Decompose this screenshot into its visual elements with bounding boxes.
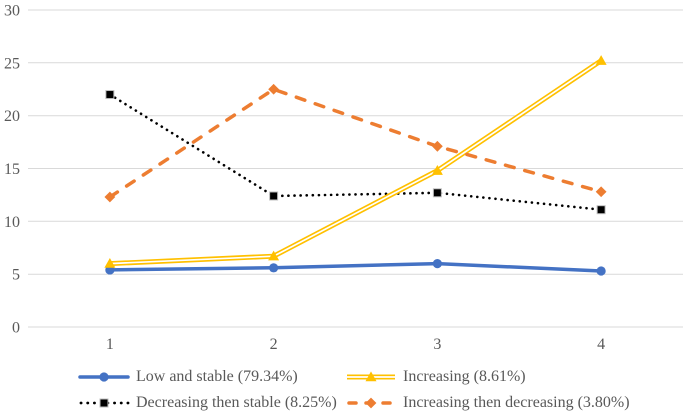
- y-tick-label: 10: [4, 214, 20, 231]
- gridlines: [28, 9, 683, 328]
- y-tick-label: 5: [12, 267, 20, 284]
- chart-legend: Low and stable (79.34%) Increasing (8.61…: [0, 368, 685, 412]
- x-tick-label: 4: [597, 336, 605, 353]
- series-low-and-stable-79-34: [105, 259, 606, 276]
- legend-label-increasing: Increasing (8.61%): [403, 368, 526, 385]
- legend-label-low-and-stable: Low and stable (79.34%): [136, 368, 298, 385]
- legend-key-increasing-icon: [347, 371, 395, 382]
- series-increasing-8-61: [104, 55, 607, 268]
- x-axis-labels: 1 2 3 4: [106, 336, 605, 353]
- legend-label-decreasing-then-stable: Decreasing then stable (8.25%): [136, 394, 337, 411]
- legend-label-increasing-then-decreasing: Increasing then decreasing (3.80%): [403, 394, 630, 411]
- y-tick-label: 25: [4, 55, 20, 72]
- y-tick-label: 15: [4, 161, 20, 178]
- legend-key-decreasing-then-stable-icon: [79, 398, 130, 408]
- y-axis-labels: 0 5 10 15 20 25 30: [4, 3, 20, 337]
- y-tick-label: 20: [4, 108, 20, 125]
- legend-item-increasing-then-decreasing: Increasing then decreasing (3.80%): [345, 394, 630, 412]
- legend-item-increasing: Increasing (8.61%): [345, 368, 630, 386]
- x-tick-label: 3: [433, 336, 441, 353]
- series-increasing-then-decreasing-3-80: [104, 83, 607, 203]
- legend-key-low-and-stable-icon: [78, 372, 130, 382]
- legend-key-increasing-then-decreasing-icon: [347, 397, 395, 409]
- legend-item-decreasing-then-stable: Decreasing then stable (8.25%): [78, 394, 345, 412]
- legend-item-low-and-stable: Low and stable (79.34%): [78, 368, 345, 386]
- line-chart-plot: 0 5 10 15 20 25 30 1 2 3 4: [4, 3, 683, 353]
- x-tick-label: 1: [106, 336, 114, 353]
- series-decreasing-then-stable-8-25: [105, 90, 606, 215]
- x-tick-label: 2: [270, 336, 278, 353]
- y-tick-label: 0: [12, 320, 20, 337]
- y-tick-label: 30: [4, 3, 20, 20]
